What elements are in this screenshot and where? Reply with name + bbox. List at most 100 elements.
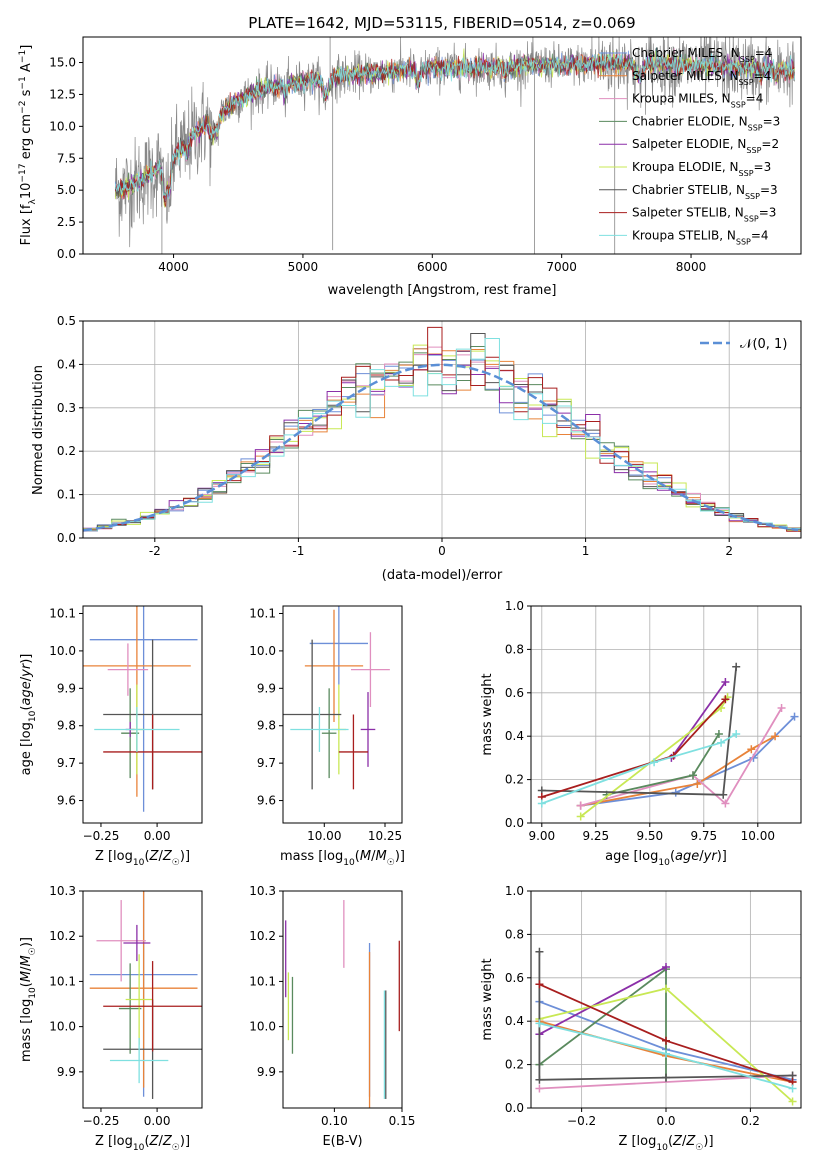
y-tick-label: 10.0 xyxy=(49,644,76,658)
legend-label: Kroupa MILES, NSSP=4 xyxy=(632,92,763,110)
y-tick-label: 10.1 xyxy=(49,974,76,988)
weight-marker xyxy=(747,745,756,754)
y-tick-label: 9.9 xyxy=(257,681,276,695)
y-tick-label: 10.1 xyxy=(49,606,76,620)
x-tick-label: 2 xyxy=(725,544,733,558)
y-tick-label: 7.5 xyxy=(57,151,76,165)
legend-label: Salpeter ELODIE, NSSP=2 xyxy=(632,137,779,155)
legend-label: Salpeter MILES, NSSP=4 xyxy=(632,69,771,87)
legend-label: Kroupa ELODIE, NSSP=3 xyxy=(632,160,771,178)
weight-marker xyxy=(662,984,670,993)
weight-marker xyxy=(719,790,728,799)
weight-marker xyxy=(721,799,730,808)
weight-marker xyxy=(721,695,730,704)
x-tick-label: 0.2 xyxy=(741,1114,760,1128)
age-vs-z-points xyxy=(83,606,202,812)
y-tick-label: 0.2 xyxy=(505,1058,524,1072)
model-spectrum xyxy=(114,47,795,200)
spectrum-legend: Chabrier MILES, NSSP=4 Salpeter MILES, NS… xyxy=(599,46,780,246)
x-tick-label: −0.25 xyxy=(83,1114,120,1128)
weight-marker xyxy=(662,1036,670,1045)
weight-line xyxy=(541,733,737,805)
residual-histogram-frame: -2 -1 0 1 2 0.0 0.1 0.2 0.3 0.4 0.5 xyxy=(57,314,802,558)
weight-marker xyxy=(535,980,544,989)
x-tick-label: 9.50 xyxy=(636,829,663,843)
x-tick-label: 10.00 xyxy=(307,829,341,843)
x-tick-label: 8000 xyxy=(676,260,707,274)
weight-marker xyxy=(790,712,799,721)
y-tick-label: 0.5 xyxy=(57,314,76,328)
weight-marker xyxy=(693,779,702,788)
gaussian-curve xyxy=(83,363,799,532)
x-tick-label: 9.25 xyxy=(582,829,609,843)
y-tick-label: 2.5 xyxy=(57,215,76,229)
age-vs-z-xlabel: Z [log10(Z/Z☉)] xyxy=(95,849,190,868)
x-tick-label: 10.25 xyxy=(368,829,402,843)
weight-marker xyxy=(732,730,741,739)
weight-vs-age-frame: 9.00 9.25 9.50 9.75 10.00 0.0 0.2 0.4 0.6 0.8 1.0 xyxy=(505,599,802,843)
weight-marker xyxy=(671,788,680,797)
y-tick-label: 10.0 xyxy=(249,644,276,658)
weight-marker xyxy=(717,738,726,747)
weight-vs-z-frame: −0.2 0.0 0.2 0.0 0.2 0.4 0.6 0.8 1.0 xyxy=(505,884,802,1128)
weight-marker xyxy=(576,812,585,821)
legend-label: Kroupa STELIB, NSSP=4 xyxy=(632,228,769,246)
weight-marker xyxy=(650,758,659,767)
legend-label: Salpeter STELIB, NSSP=3 xyxy=(632,206,776,224)
mass-vs-z-points xyxy=(89,891,202,1099)
y-tick-label: 10.1 xyxy=(249,606,276,620)
legend-label: Chabrier ELODIE, NSSP=3 xyxy=(632,114,780,131)
weight-line xyxy=(580,735,776,807)
x-tick-label: 1 xyxy=(582,544,590,558)
mass-vs-ebv-points xyxy=(285,900,400,1108)
spectrum-xlabel: wavelength [Angstrom, rest frame] xyxy=(328,283,557,298)
weight-marker xyxy=(662,1049,670,1058)
x-tick-label: -1 xyxy=(292,544,304,558)
weight-vs-z-ylabel: mass weight xyxy=(480,958,495,1040)
y-tick-label: 0.4 xyxy=(505,729,524,743)
weight-line xyxy=(538,966,667,1035)
y-tick-label: 0.2 xyxy=(505,773,524,787)
model-spectrum xyxy=(114,53,795,208)
y-tick-label: 10.3 xyxy=(249,884,276,898)
x-tick-label: 10.00 xyxy=(741,829,775,843)
histogram-ylabel: Normed distribution xyxy=(31,365,46,495)
y-tick-label: 15.0 xyxy=(49,56,76,70)
weight-marker xyxy=(689,771,697,780)
y-tick-label: 10.0 xyxy=(49,1020,76,1034)
plot-frame xyxy=(82,36,802,255)
y-tick-label: 0.6 xyxy=(505,686,524,700)
y-tick-label: 10.2 xyxy=(49,929,76,943)
y-tick-label: 12.5 xyxy=(49,87,76,101)
weight-marker xyxy=(662,1073,670,1082)
y-tick-label: 0.4 xyxy=(505,1014,524,1028)
weight-vs-age-series xyxy=(537,662,799,821)
x-tick-label: 0 xyxy=(438,544,446,558)
y-tick-label: 9.6 xyxy=(57,794,76,808)
age-vs-mass-points xyxy=(283,606,390,790)
histograms xyxy=(83,326,801,533)
legend-label: 𝒩(0, 1) xyxy=(740,337,787,352)
weight-line xyxy=(606,733,720,796)
x-tick-label: 0.10 xyxy=(321,1114,348,1128)
y-tick-label: 9.7 xyxy=(257,756,276,770)
y-tick-label: 9.9 xyxy=(57,1065,76,1079)
weight-marker xyxy=(576,801,585,810)
x-tick-label: −0.25 xyxy=(83,829,120,843)
y-tick-label: 0.8 xyxy=(505,642,524,656)
weight-line xyxy=(541,666,738,796)
weight-marker xyxy=(721,677,730,686)
y-tick-label: 0.0 xyxy=(505,1101,524,1115)
age-vs-mass-xlabel: mass [log10(M/M☉)] xyxy=(280,849,405,868)
x-tick-label: 0.0 xyxy=(656,1114,675,1128)
age-vs-mass-frame: 10.00 10.25 9.6 9.7 9.8 9.9 10.0 10.1 xyxy=(249,605,403,843)
weight-marker xyxy=(771,732,780,741)
figure-title: PLATE=1642, MJD=53115, FIBERID=0514, z=0… xyxy=(248,14,635,32)
legend-label: Chabrier MILES, NSSP=4 xyxy=(632,46,772,64)
weight-marker xyxy=(537,799,546,808)
y-tick-label: 0.0 xyxy=(57,247,76,261)
y-tick-label: 0.6 xyxy=(505,971,524,985)
x-tick-label: 4000 xyxy=(158,260,189,274)
plot-frame xyxy=(530,605,802,824)
